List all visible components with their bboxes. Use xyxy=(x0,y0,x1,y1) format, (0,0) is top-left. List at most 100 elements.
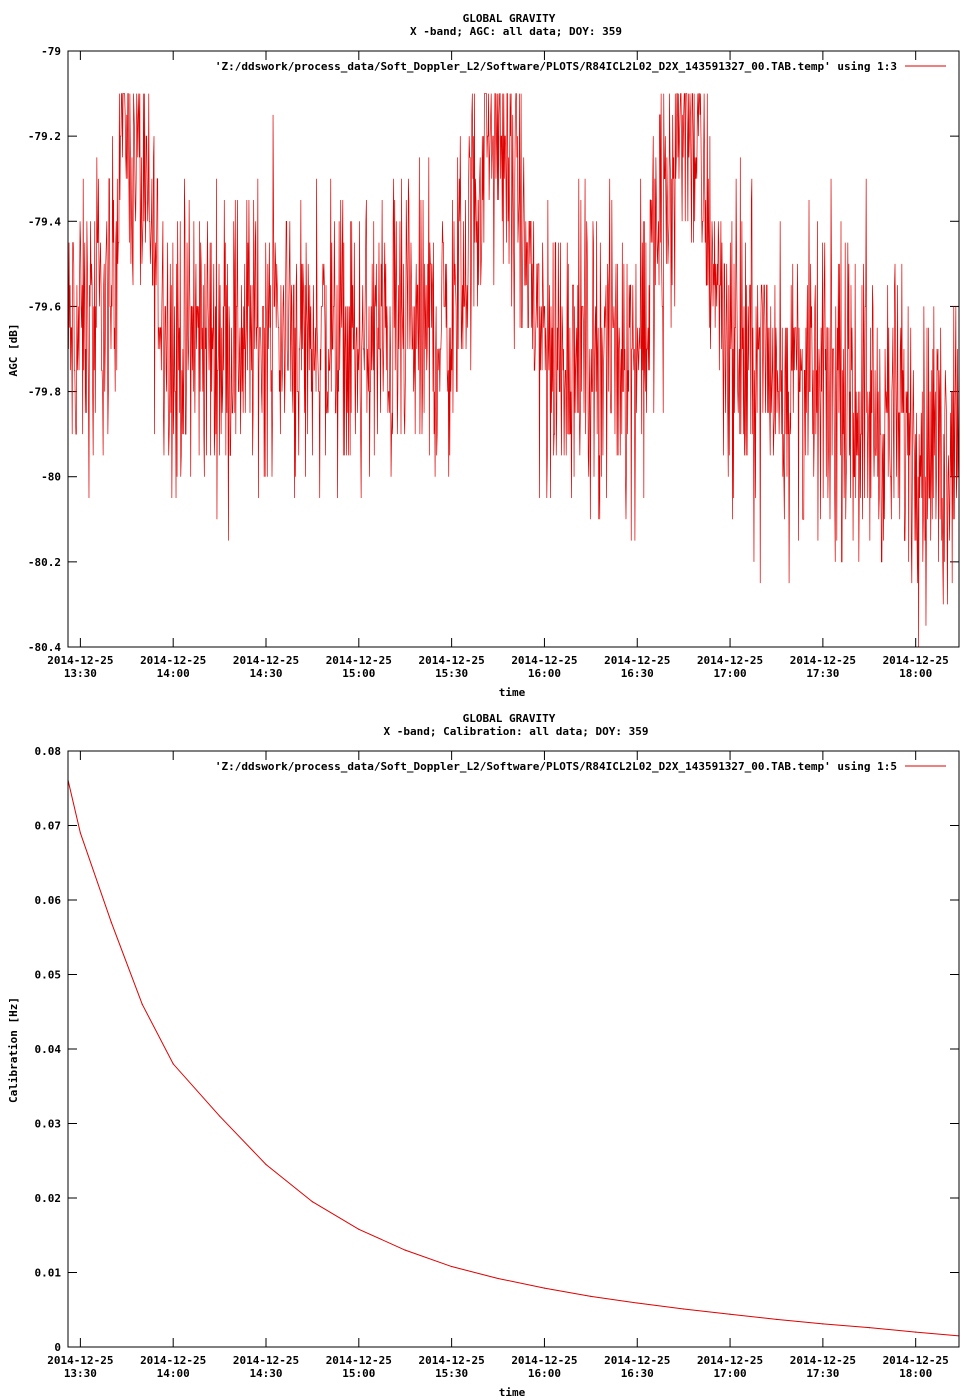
calibration-data-point xyxy=(543,1287,546,1289)
calibration-x-tick-date: 2014-12-25 xyxy=(697,1354,763,1367)
agc-x-tick-date: 2014-12-25 xyxy=(790,654,856,667)
agc-x-tick-time: 18:00 xyxy=(899,667,932,680)
calibration-data-point xyxy=(775,1318,778,1321)
calibration-x-ticks: 2014-12-2513:302014-12-2514:002014-12-25… xyxy=(47,751,949,1380)
calibration-data-point xyxy=(729,1313,731,1315)
agc-chart-subtitle: X -band; AGC: all data; DOY: 359 xyxy=(410,25,622,38)
agc-x-tick-time: 14:30 xyxy=(249,667,282,680)
calibration-y-tick-label: 0.01 xyxy=(35,1267,62,1280)
calibration-data-point xyxy=(311,1201,314,1203)
agc-x-tick-date: 2014-12-25 xyxy=(511,654,577,667)
calibration-y-tick-label: 0.07 xyxy=(35,820,62,833)
calibration-legend-label: 'Z:/ddswork/process_data/Soft_Doppler_L2… xyxy=(215,760,897,773)
agc-x-tick-time: 17:00 xyxy=(714,667,747,680)
agc-y-axis-label: AGC [dB] xyxy=(7,324,20,377)
calibration-data-point xyxy=(868,1327,870,1329)
calibration-x-tick-date: 2014-12-25 xyxy=(604,1354,670,1367)
agc-x-tick-date: 2014-12-25 xyxy=(883,654,949,667)
calibration-chart-title: GLOBAL GRAVITY xyxy=(463,712,556,725)
agc-x-tick-date: 2014-12-25 xyxy=(604,654,670,667)
calibration-y-ticks: 0 0.01 0.02 0.03 0.04 0.05 0.06 0.07 0.08 xyxy=(35,745,959,1354)
agc-x-tick-date: 2014-12-25 xyxy=(697,654,763,667)
calibration-x-tick-date: 2014-12-25 xyxy=(883,1354,949,1367)
agc-x-tick-time: 13:30 xyxy=(64,667,97,680)
calibration-data-point xyxy=(79,832,81,834)
calibration-x-tick-time: 14:00 xyxy=(157,1367,190,1380)
agc-chart-title: GLOBAL GRAVITY xyxy=(463,12,556,25)
calibration-data-point xyxy=(358,1228,360,1230)
calibration-x-tick-date: 2014-12-25 xyxy=(790,1354,856,1367)
calibration-x-tick-time: 16:00 xyxy=(528,1367,561,1380)
agc-y-ticks: -79 -79.2 -79.4 -79.6 -79.8 -80 -80.2 -80.4 xyxy=(28,45,959,654)
agc-x-tick-date: 2014-12-25 xyxy=(47,654,113,667)
calibration-data-point xyxy=(110,921,112,923)
agc-y-tick-label: -79.6 xyxy=(28,300,61,313)
calibration-x-tick-time: 17:30 xyxy=(806,1367,839,1380)
calibration-y-tick-label: 0.03 xyxy=(35,1118,62,1131)
calibration-x-tick-time: 15:30 xyxy=(435,1367,468,1380)
calibration-x-tick-date: 2014-12-25 xyxy=(511,1354,577,1367)
agc-x-tick-date: 2014-12-25 xyxy=(233,654,299,667)
calibration-y-axis-label: Calibration [Hz] xyxy=(7,997,20,1103)
agc-x-axis-label: time xyxy=(499,686,526,699)
agc-x-tick-time: 17:30 xyxy=(806,667,839,680)
calibration-y-tick-label: 0.08 xyxy=(35,745,62,758)
agc-x-tick-date: 2014-12-25 xyxy=(419,654,485,667)
calibration-y-tick-label: 0.06 xyxy=(35,894,62,907)
calibration-chart-subtitle: X -band; Calibration: all data; DOY: 359 xyxy=(384,725,649,738)
calibration-data-point xyxy=(218,1115,221,1117)
agc-y-tick-label: -79 xyxy=(41,45,61,58)
agc-y-tick-label: -79.4 xyxy=(28,215,61,228)
calibration-y-tick-label: 0 xyxy=(54,1341,61,1354)
calibration-y-tick-label: 0.02 xyxy=(35,1192,62,1205)
calibration-x-tick-date: 2014-12-25 xyxy=(47,1354,113,1367)
agc-legend-label: 'Z:/ddswork/process_data/Soft_Doppler_L2… xyxy=(215,60,897,73)
agc-x-tick-time: 16:00 xyxy=(528,667,561,680)
calibration-x-tick-date: 2014-12-25 xyxy=(419,1354,485,1367)
calibration-data-point xyxy=(141,1003,143,1005)
calibration-x-tick-time: 14:30 xyxy=(249,1367,282,1380)
calibration-data-point xyxy=(265,1163,267,1166)
agc-plot-frame xyxy=(67,50,960,648)
agc-x-tick-time: 15:00 xyxy=(342,667,375,680)
agc-x-tick-time: 14:00 xyxy=(157,667,190,680)
agc-x-tick-date: 2014-12-25 xyxy=(140,654,206,667)
calibration-x-axis-label: time xyxy=(499,1386,526,1399)
agc-y-tick-label: -79.2 xyxy=(28,130,61,143)
agc-y-tick-label: -80 xyxy=(41,471,61,484)
calibration-x-tick-time: 13:30 xyxy=(64,1367,97,1380)
calibration-x-tick-time: 18:00 xyxy=(899,1367,932,1380)
calibration-data-point xyxy=(590,1295,592,1297)
calibration-chart: GLOBAL GRAVITY X -band; Calibration: all… xyxy=(7,712,960,1399)
agc-x-tick-time: 15:30 xyxy=(435,667,468,680)
agc-y-tick-label: -79.8 xyxy=(28,386,61,399)
agc-chart: GLOBAL GRAVITY X -band; AGC: all data; D… xyxy=(7,12,960,699)
calibration-x-tick-time: 16:30 xyxy=(621,1367,654,1380)
calibration-x-tick-time: 15:00 xyxy=(342,1367,375,1380)
agc-series-line xyxy=(67,93,960,648)
calibration-x-tick-time: 17:00 xyxy=(714,1367,747,1380)
calibration-y-tick-label: 0.04 xyxy=(35,1043,62,1056)
agc-x-ticks: 2014-12-2513:302014-12-2514:002014-12-25… xyxy=(47,51,949,680)
calibration-x-tick-date: 2014-12-25 xyxy=(326,1354,392,1367)
agc-x-tick-time: 16:30 xyxy=(621,667,654,680)
agc-y-tick-label: -80.4 xyxy=(28,641,61,654)
agc-x-tick-date: 2014-12-25 xyxy=(326,654,392,667)
calibration-series-path xyxy=(67,779,960,1337)
agc-series-path xyxy=(67,93,960,648)
calibration-data-point xyxy=(915,1331,917,1333)
calibration-data-point xyxy=(683,1308,685,1310)
calibration-data-point xyxy=(172,1063,174,1065)
agc-y-tick-label: -80.2 xyxy=(28,556,61,569)
calibration-data-point xyxy=(451,1265,453,1268)
calibration-plot-frame xyxy=(67,750,960,1348)
calibration-data-point xyxy=(497,1277,499,1280)
calibration-y-tick-label: 0.05 xyxy=(35,969,62,982)
calibration-data-point xyxy=(636,1302,638,1304)
calibration-data-point xyxy=(822,1323,824,1325)
calibration-x-tick-date: 2014-12-25 xyxy=(233,1354,299,1367)
calibration-data-point xyxy=(404,1249,406,1251)
calibration-x-tick-date: 2014-12-25 xyxy=(140,1354,206,1367)
calibration-series-line xyxy=(67,779,960,1337)
